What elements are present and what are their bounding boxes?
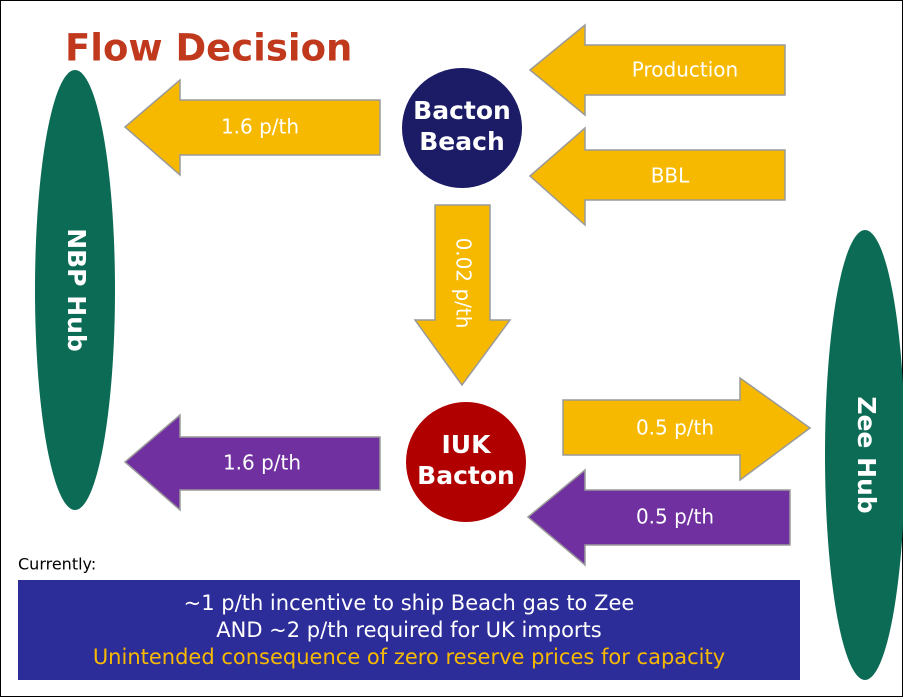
arrow: [123, 413, 381, 512]
note-line: ~1 p/th incentive to ship Beach gas to Z…: [184, 591, 635, 615]
arrow-label: 1.6 p/th: [223, 451, 301, 475]
note-heading: Currently:: [18, 555, 96, 574]
zee-hub: [825, 230, 903, 680]
node-label-part: Beach: [419, 127, 505, 156]
node-label-part: Bacton: [417, 461, 515, 490]
arrow-label: 0.5 p/th: [636, 416, 714, 440]
node-label-part: IUK: [442, 430, 493, 459]
node-label: Zee Hub: [852, 396, 881, 513]
note-line: AND ~2 p/th required for UK imports: [216, 618, 602, 642]
arrow: [528, 126, 786, 227]
bacton-beach: [402, 68, 522, 188]
arrow-label: 1.6 p/th: [221, 115, 299, 139]
arrow-label: 0.5 p/th: [636, 505, 714, 529]
arrow-label: BBL: [651, 164, 690, 188]
arrow: [528, 23, 786, 117]
arrow: [562, 376, 812, 482]
nbp-hub: [35, 70, 115, 510]
iuk-bacton: [406, 402, 526, 522]
node-label: Bacton Beach: [413, 96, 511, 156]
note-line: Unintended consequence of zero reserve p…: [93, 645, 725, 669]
node-label-part: Bacton: [413, 96, 511, 125]
arrow: [123, 78, 381, 177]
node-label: IUK Bacton: [417, 430, 515, 490]
note-box: [18, 580, 800, 680]
title: Flow Decision: [65, 27, 352, 70]
arrow: [413, 204, 512, 387]
arrow-label: Production: [632, 58, 738, 82]
arrow-label: 0.02 p/th: [452, 238, 476, 329]
arrow: [526, 468, 791, 567]
node-label: NBP Hub: [62, 228, 91, 352]
